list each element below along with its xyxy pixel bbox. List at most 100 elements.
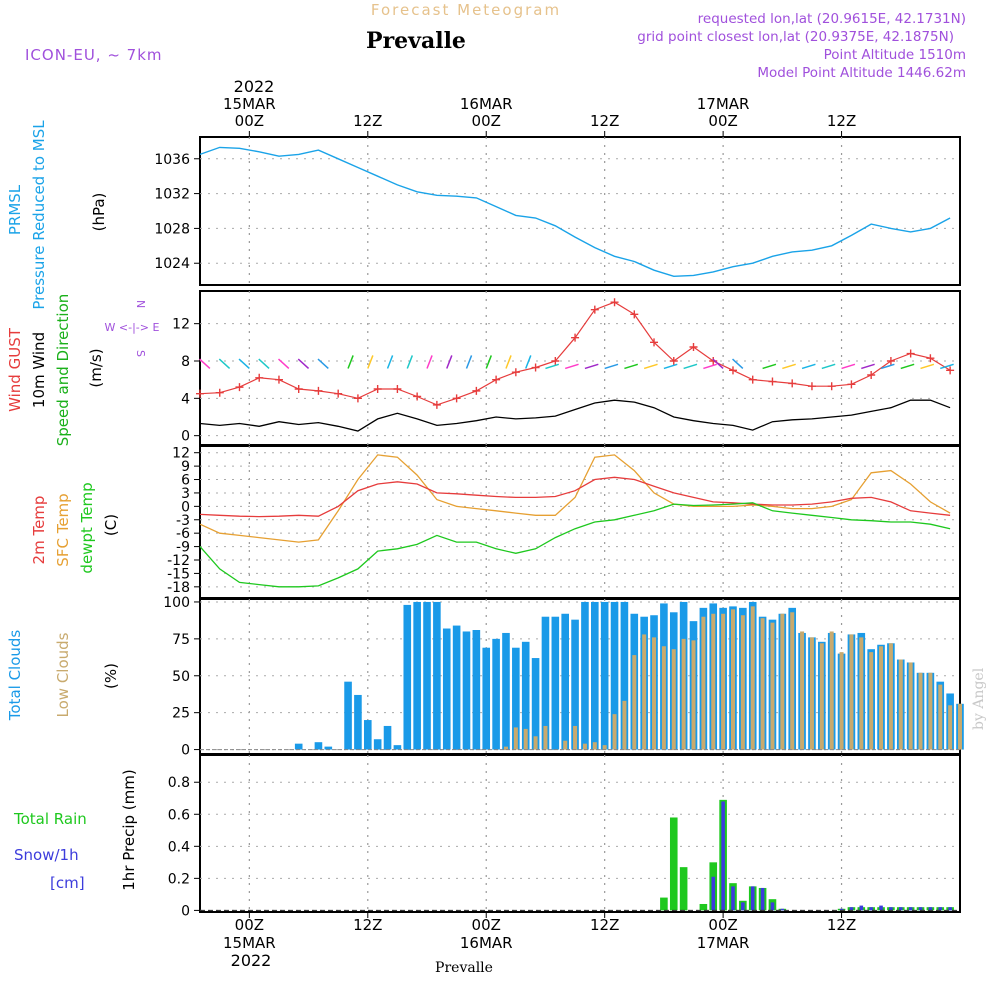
pressure-label-2: Pressure Reduced to MSL [30,120,48,310]
temp-units: (C) [102,514,120,536]
wind-dir-arrow [880,363,895,370]
snow-bar [859,905,864,911]
bottom-year: 2022 [231,951,272,970]
gust-marker [906,349,915,358]
y-tick-label: -15 [167,566,190,582]
total-cloud-bar [541,616,550,750]
total-cloud-bar [561,613,569,750]
wind-dir-arrow [278,358,290,370]
panel-frame-1 [199,290,961,446]
bottom-date-label: 17MAR [697,934,750,952]
point-altitude: Point Altitude 1510m [824,47,966,63]
wind-dir-arrow [624,363,639,370]
total-cloud-bar [344,681,352,750]
snow-bar [908,907,913,911]
gust-marker [788,379,797,388]
gust-marker [807,382,816,391]
chart-subtitle: Forecast Meteogram [371,1,561,19]
temp2m-line [199,476,951,518]
wind-dir-arrow [465,355,473,369]
wind-dir-arrow [782,363,796,370]
gust-label: Wind GUST [6,327,24,412]
total-cloud-bar [452,625,461,750]
low-cloud-bar [958,703,962,750]
wind-dir-arrow [712,358,724,370]
wind-dir-arrow [238,358,250,370]
total-cloud-bar [294,743,303,750]
low-cloud-bar [879,646,884,750]
low-cloud-bar [918,672,923,750]
wind-dir-arrow [940,363,954,370]
top-time-tick: 12Z [353,112,382,130]
y-tick-label: 0 [181,429,190,445]
total-cloud-bar [600,601,609,750]
low-cloud-bar [809,637,814,750]
low-cloud-bar [563,740,568,750]
low-cloud-bar [740,615,745,750]
low-cloud-bar [582,743,587,750]
y-tick-label: 1036 [154,152,190,168]
snow-bar [741,902,745,911]
gust-marker [768,377,777,386]
snow-bar [918,907,923,911]
wind-dir-arrow [258,358,270,370]
low-cloud-bar [938,684,943,750]
gust-marker [590,305,599,314]
total-cloud-bar [314,742,323,750]
bottom-date-label: 16MAR [460,934,513,952]
gust-marker [314,386,323,395]
low-cloud-bar [632,655,637,750]
low-cloud-bar [721,613,726,750]
low-cloud-bar [573,725,578,750]
low-cloud-bar [780,613,785,750]
model-label: ICON-EU, ~ 7km [25,46,163,64]
snow-cm-label: [cm] [50,874,85,892]
total-cloud-bar [610,601,619,750]
wind-dir-arrow [199,358,211,370]
low-cloud-bar [908,662,913,750]
bottom-time-tick: 12Z [353,916,382,934]
low-cloud-bar [888,643,893,750]
footer-station: Prevalle [435,960,493,976]
low-cloud-bar [523,728,528,750]
total-cloud-bar [363,720,372,750]
rain-bar [660,897,668,911]
low-cloud-bar [790,612,795,750]
wind-dir-arrow [367,355,374,369]
snow-bar [750,886,755,911]
gust-marker [571,333,580,342]
gust-marker [255,373,264,382]
wind-dir-arrow [683,363,698,370]
y-tick-label: 0.2 [168,871,190,887]
y-tick-label: 1024 [154,256,190,272]
total-cloud-bar [581,601,589,750]
wind10m-line [199,399,951,432]
y-tick-label: 0 [181,499,190,515]
top-time-tick: 12Z [590,112,619,130]
gust-marker [689,343,698,351]
total-cloud-bar [393,745,402,750]
snow-bar [780,908,785,911]
wind-dir-arrow [317,358,329,370]
wind-dir-arrow [406,355,414,369]
y-tick-label: 4 [181,391,190,407]
low-cloud-bar [839,652,844,750]
gust-marker [492,375,501,384]
low-cloud-bar [681,638,686,750]
low-cloud-bar [859,637,864,750]
low-cloud-bar [849,634,854,750]
gust-marker [531,363,540,372]
gust-marker [886,357,895,365]
wind-dir-arrow [505,355,512,369]
y-tick-label: 1032 [154,187,190,203]
bottom-time-tick: 12Z [827,916,856,934]
wind-dir-arrow [297,358,310,370]
y-tick-label: 1028 [154,221,190,237]
precip-units: 1hr Precip (mm) [120,769,138,890]
gust-marker [669,357,678,365]
gust-marker [748,375,757,384]
y-tick-label: 100 [163,595,190,611]
low-cloud-bar [829,631,834,750]
low-cloud-bar [760,618,765,750]
